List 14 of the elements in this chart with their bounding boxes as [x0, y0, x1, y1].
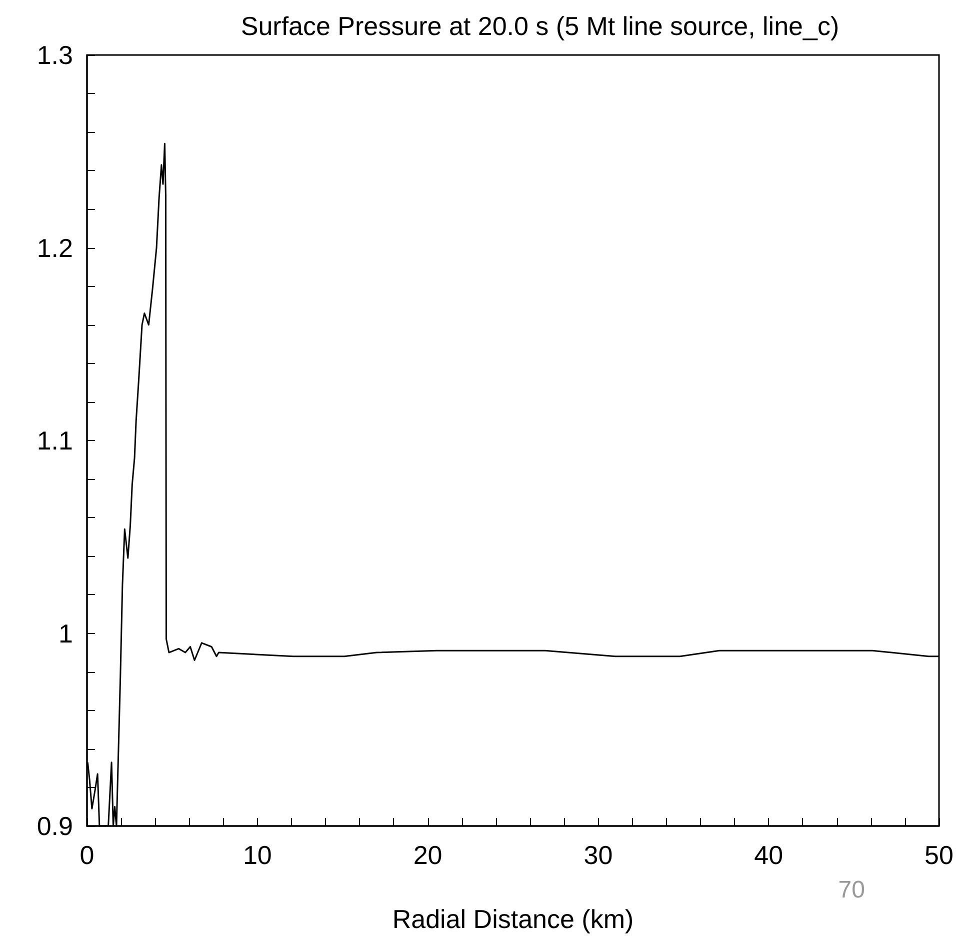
y-tick-label: 0.9 — [36, 811, 73, 841]
x-tick-label: 40 — [754, 840, 784, 870]
x-tick-label: 30 — [584, 840, 613, 870]
y-tick-label: 1.3 — [36, 40, 73, 70]
x-tick-label: 50 — [924, 840, 954, 870]
y-tick-label: 1.2 — [36, 232, 73, 263]
text: 70 — [838, 876, 866, 904]
y-tick-label: 1.1 — [36, 426, 73, 456]
chart-title: Surface Pressure at 20.0 s (5 Mt line source, line_c) — [240, 11, 840, 41]
x-tick-label: 10 — [242, 840, 272, 870]
y-tick-label: 1 — [58, 618, 73, 648]
x-axis-title: Radial Distance (km) — [392, 904, 634, 934]
x-tick-label: 20 — [413, 840, 442, 870]
x-tick-label: 0 — [80, 840, 94, 870]
